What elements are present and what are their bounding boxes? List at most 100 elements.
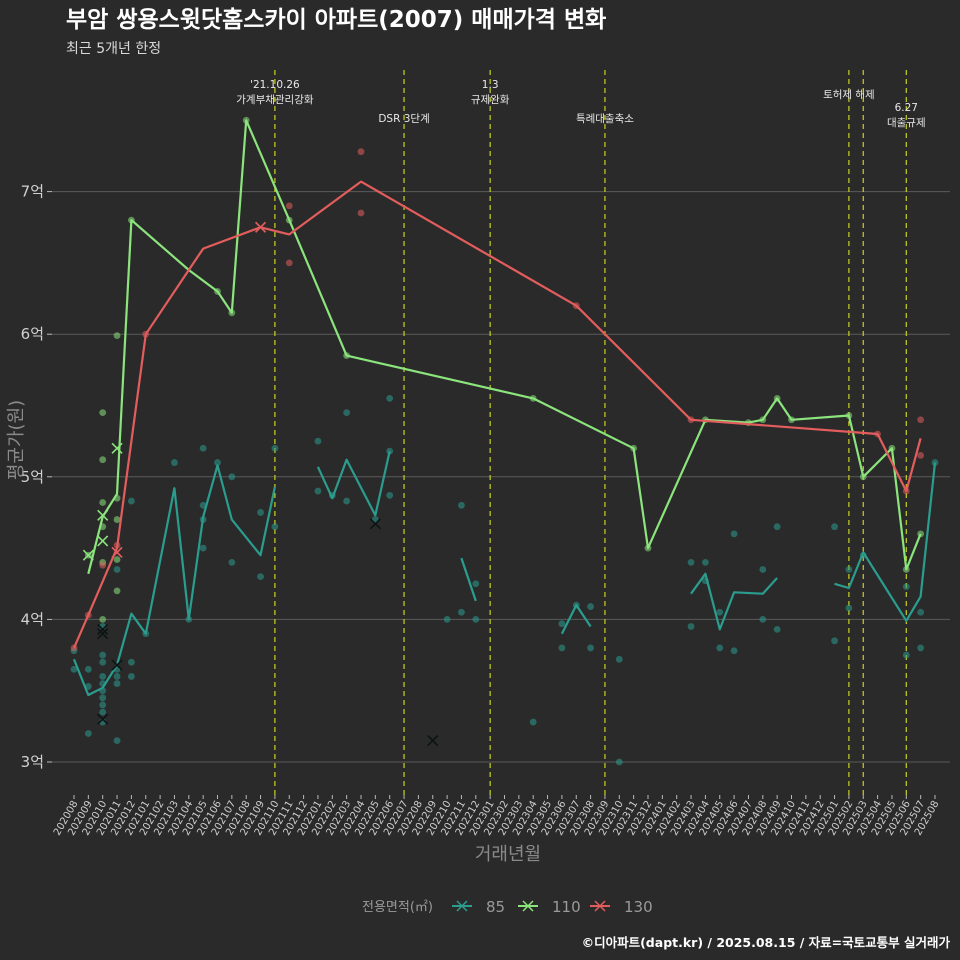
data-point xyxy=(730,647,738,655)
y-axis-ticks: 3억 4억 5억 6억 7억 xyxy=(21,183,52,771)
data-point xyxy=(199,444,207,452)
data-point xyxy=(472,616,480,623)
data-point xyxy=(113,737,121,745)
data-point xyxy=(730,530,738,538)
data-point xyxy=(127,497,135,505)
cancelled-marker xyxy=(97,535,109,547)
cancelled-marker xyxy=(82,549,94,561)
y-tick-label: 6억 xyxy=(21,325,44,343)
legend-swatch-marker xyxy=(522,900,534,912)
data-point xyxy=(587,644,594,652)
data-point xyxy=(687,558,695,566)
event-label-secondary: 대출규제 xyxy=(887,117,926,129)
data-point xyxy=(113,516,121,523)
data-point xyxy=(529,718,537,726)
series-line xyxy=(560,603,592,635)
data-point xyxy=(84,665,92,673)
data-point xyxy=(228,558,236,566)
data-point xyxy=(917,452,925,459)
data-point xyxy=(458,608,465,616)
event-label: 토허제 해제 xyxy=(823,88,875,101)
series-line xyxy=(460,557,477,602)
series-line xyxy=(72,180,922,649)
series-layer xyxy=(70,116,939,766)
series-line xyxy=(690,572,778,631)
data-point xyxy=(99,708,107,716)
data-point xyxy=(99,651,107,659)
data-point xyxy=(113,673,121,680)
data-point xyxy=(472,580,480,588)
data-point xyxy=(285,259,293,267)
legend-swatch-marker xyxy=(594,900,606,912)
data-point xyxy=(917,644,925,652)
data-point xyxy=(271,444,279,452)
event-label: 특례대출축소 xyxy=(576,113,634,125)
data-point xyxy=(257,573,264,581)
data-point xyxy=(99,616,107,623)
gridlines xyxy=(52,191,950,763)
data-point xyxy=(902,651,910,659)
series-130 xyxy=(70,148,925,652)
data-point xyxy=(587,603,594,610)
data-point xyxy=(357,148,365,156)
data-point xyxy=(716,608,724,616)
cancelled-marker xyxy=(369,518,381,530)
legend: 전용면적(㎡) 85 110 130 xyxy=(362,898,653,916)
series-85 xyxy=(70,394,939,766)
data-point xyxy=(615,758,623,766)
data-point xyxy=(99,456,107,464)
data-point xyxy=(917,416,925,424)
cancelled-marker xyxy=(97,713,109,725)
legend-label-85: 85 xyxy=(486,898,505,916)
data-point xyxy=(199,544,207,552)
cancelled-marker xyxy=(254,221,267,233)
data-point xyxy=(257,509,264,516)
data-point xyxy=(228,473,236,481)
data-point xyxy=(917,608,925,616)
data-point xyxy=(831,637,838,645)
data-point xyxy=(386,394,394,402)
cancelled-marker xyxy=(427,735,439,747)
y-axis-title: 평균가(원) xyxy=(6,400,27,480)
data-point xyxy=(214,459,221,466)
series-line xyxy=(316,450,391,517)
data-point xyxy=(113,332,121,340)
data-point xyxy=(357,209,365,217)
event-label: '21.10.26 xyxy=(250,79,300,91)
x-axis-title: 거래년월 xyxy=(475,844,541,865)
event-label-secondary: 가계부채관리강화 xyxy=(236,94,314,106)
data-point xyxy=(702,558,709,566)
data-point xyxy=(386,491,394,499)
cancelled-marker xyxy=(111,442,123,454)
series-line xyxy=(87,119,922,575)
data-point xyxy=(99,701,107,709)
x-axis-ticks: 2020082020092020102020112020122021012021… xyxy=(52,795,942,838)
data-point xyxy=(127,673,135,680)
data-point xyxy=(113,680,121,687)
cancelled-marker xyxy=(111,659,123,671)
cancelled-marker xyxy=(97,623,109,635)
chart-subtitle: 최근 5개년 한정 xyxy=(66,41,161,57)
source-credit: ©디아파트(dapt.kr) / 2025.08.15 / 자료=국토교통부 실… xyxy=(582,935,951,950)
data-point xyxy=(773,523,781,531)
data-point xyxy=(99,658,107,666)
series-line xyxy=(834,462,937,622)
data-point xyxy=(558,620,566,628)
data-point xyxy=(759,566,767,573)
y-tick-label: 3억 xyxy=(21,753,44,771)
event-label: DSR 3단계 xyxy=(378,113,429,125)
data-point xyxy=(271,523,279,531)
data-point xyxy=(773,625,781,633)
y-tick-label: 4억 xyxy=(21,610,44,628)
data-point xyxy=(285,202,293,210)
data-point xyxy=(171,459,178,466)
data-point xyxy=(343,409,351,417)
data-point xyxy=(845,604,853,612)
event-label-secondary: 규제완화 xyxy=(471,93,510,106)
cancelled-marker xyxy=(111,546,123,558)
cancelled-marker xyxy=(97,628,109,640)
y-tick-label: 5억 xyxy=(21,468,44,486)
